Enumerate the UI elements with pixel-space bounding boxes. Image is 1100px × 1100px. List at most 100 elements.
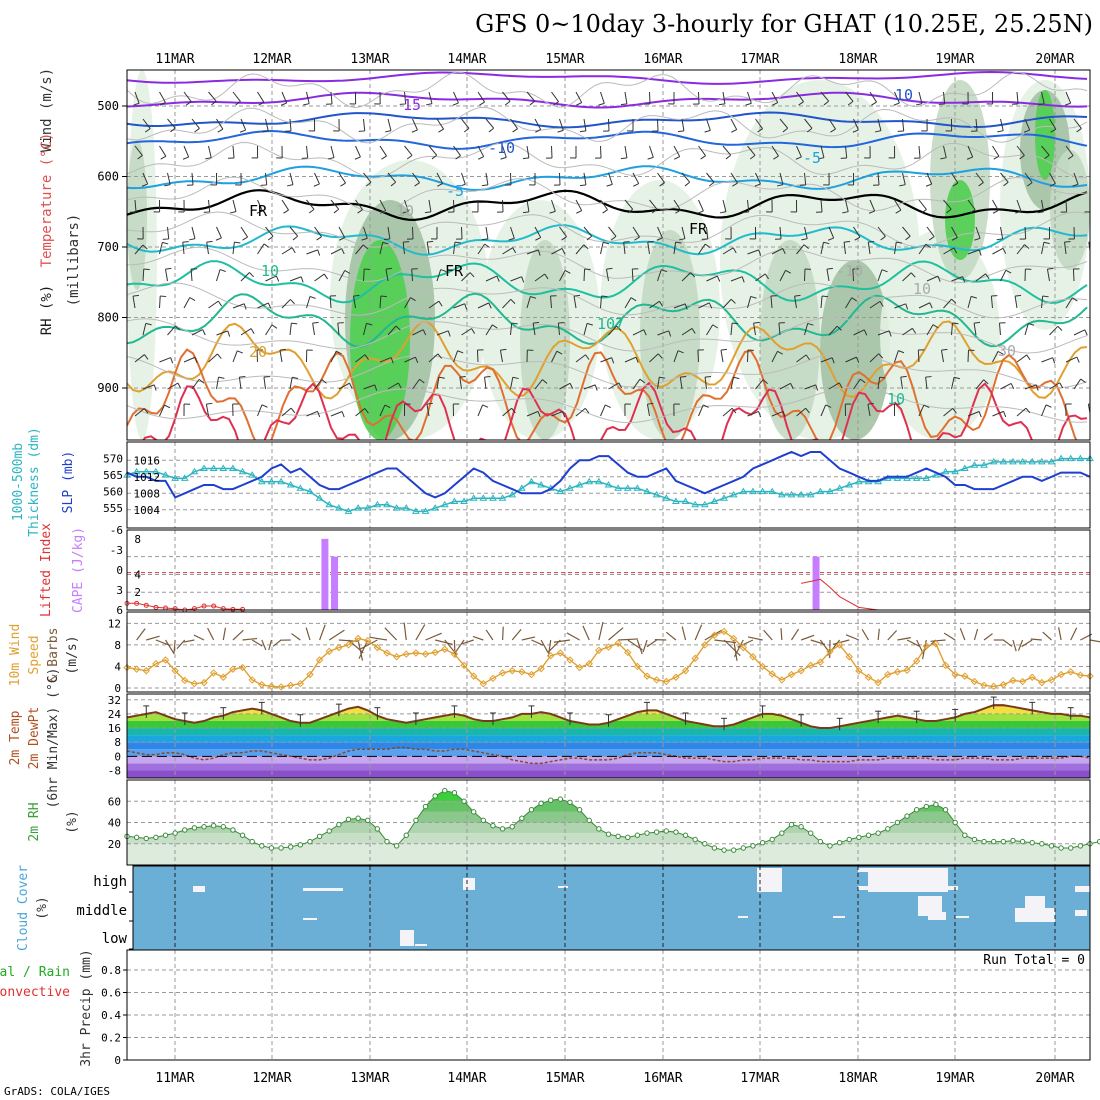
wind-barb-flag [569, 383, 574, 389]
wind-barb [183, 91, 192, 102]
wind-barb [918, 145, 921, 158]
wind-barb-flag [860, 378, 866, 384]
wind-barb-flag [708, 302, 713, 309]
wind-barb-flag [1076, 128, 1082, 133]
wind-barb-flag [805, 407, 810, 414]
wind-barb [917, 349, 920, 363]
thickness-point [614, 484, 623, 491]
wind-barb [257, 91, 265, 103]
wind-barb-flag [344, 270, 351, 274]
wind-barb [877, 172, 880, 185]
thickness-point [604, 481, 613, 488]
date-label-bottom: 20MAR [1035, 1071, 1074, 1086]
wind-barb [730, 377, 734, 390]
wind-barb-flag [925, 243, 931, 249]
date-label-bottom: 15MAR [545, 1071, 584, 1086]
rh-point [644, 830, 650, 836]
wind-barb [918, 199, 927, 210]
slp-tick: 1004 [134, 504, 161, 517]
lifted-index-point [191, 606, 197, 612]
wind-barb-flag [720, 348, 727, 351]
wind-barb [951, 172, 959, 184]
wind10-barb [251, 639, 263, 647]
wind-barb [412, 378, 420, 390]
wind-barb-flag [888, 330, 892, 337]
wind-barb [1064, 242, 1067, 255]
wind10-barb [747, 636, 763, 641]
wind-barb [502, 91, 511, 102]
wind-barb [485, 275, 498, 282]
wind-barb-flag [1080, 378, 1086, 383]
rh-point [249, 838, 255, 845]
wind-speed-point [912, 657, 921, 665]
wind-barb [402, 242, 405, 255]
thickness-point [479, 494, 488, 501]
wind-barb [477, 145, 485, 157]
wind-barb [600, 145, 602, 159]
wind-barb-flag [440, 269, 447, 273]
wind-speed-point [681, 667, 690, 675]
wind-barb-flag [702, 404, 709, 408]
wind-barb-flag [941, 348, 948, 351]
wind-barb-flag [437, 183, 443, 187]
lifted-index-point [230, 606, 236, 612]
wind-barb [1073, 378, 1082, 390]
wind-speed-point [604, 643, 613, 651]
wind-barb-flag [1059, 382, 1064, 389]
temp-color-band [127, 742, 1090, 750]
precip-tick: 0.4 [101, 1009, 121, 1022]
wind-barb [975, 379, 985, 390]
wind-barb [1041, 242, 1045, 255]
wind-barb-flag [898, 350, 905, 354]
thickness-point [132, 467, 141, 475]
thickness-point [440, 500, 449, 508]
wind-barb-flag [471, 328, 476, 334]
wind-barb-flag [844, 241, 851, 243]
wind-speed-point [1057, 670, 1065, 679]
wind-barb [624, 199, 634, 210]
wind-barb-flag [424, 211, 431, 214]
thickness-point [238, 467, 247, 475]
date-label-bottom: 18MAR [838, 1071, 877, 1086]
wind-barb-flag [842, 211, 849, 214]
wind-speed-point [989, 682, 998, 691]
wind-barb-flag [478, 156, 484, 160]
wind-barb [330, 411, 343, 417]
wind-barb [673, 199, 681, 211]
wind-barb-flag [618, 382, 623, 389]
wind-barb [485, 172, 489, 185]
wind-barb [428, 353, 439, 363]
wind-barb [730, 276, 743, 282]
wind-barb [722, 407, 733, 417]
wind-speed-point [941, 661, 950, 670]
wind-speed-point [768, 670, 776, 678]
wind-barb-flag [1026, 354, 1031, 361]
rh-band [127, 833, 1090, 844]
wind-barb-flag [1064, 241, 1071, 243]
date-label-top: 20MAR [1035, 52, 1074, 67]
wind-barb [208, 300, 219, 309]
wind-barb [646, 404, 650, 417]
wind-speed-point [277, 683, 285, 691]
thickness-point [941, 467, 950, 475]
thickness-point [1066, 454, 1075, 462]
wind-barb [314, 379, 323, 390]
wind-barb [992, 199, 999, 211]
lifted-index-line [800, 578, 879, 611]
wind-frame [126, 611, 1091, 693]
wind-barb-flag [170, 357, 174, 364]
contour-label: -10 [836, 262, 863, 280]
rh-contour [127, 141, 1088, 179]
wind-barb-flag [323, 273, 329, 280]
wind-speed-point [431, 648, 439, 657]
wind-barb-flag [397, 382, 402, 389]
wind-barb [329, 295, 332, 309]
wind-barb-flag [390, 181, 396, 187]
wind-barb [608, 325, 617, 336]
wind-barb-flag [341, 411, 345, 418]
thickness-point [960, 464, 969, 471]
temp-tick: 8 [114, 736, 121, 749]
wind-barb [583, 172, 587, 185]
slp-tick: 1016 [134, 454, 161, 467]
precip-frame [126, 949, 1091, 1061]
